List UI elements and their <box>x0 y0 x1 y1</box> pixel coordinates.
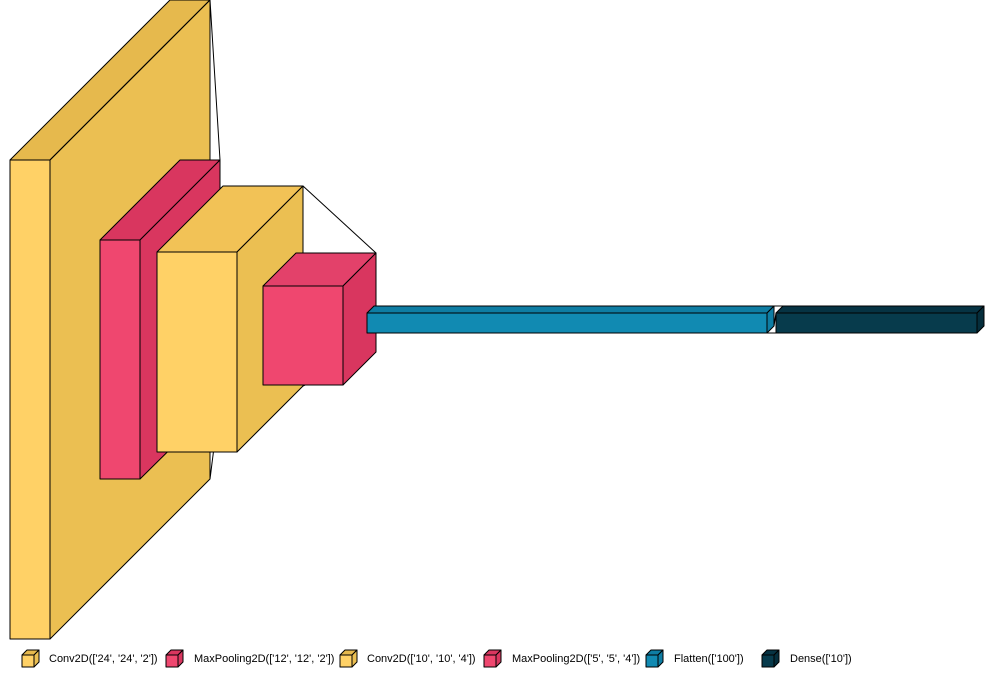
legend-item-maxpool-1: MaxPooling2D(['12', '12', '2']) <box>165 649 334 668</box>
layer-conv2d-2-front-face <box>156 251 238 453</box>
legend-swatch-maxpool-icon <box>165 649 184 668</box>
legend-swatch-flatten-icon <box>645 649 664 668</box>
legend-label: Dense(['10']) <box>790 653 852 665</box>
legend: Conv2D(['24', '24', '2']) MaxPooling2D([… <box>21 649 852 668</box>
layer-flatten <box>366 305 775 334</box>
legend-item-conv2d-2: Conv2D(['10', '10', '4']) <box>339 649 476 668</box>
layer-dense-top-face <box>775 305 985 314</box>
legend-label: Flatten(['100']) <box>674 653 744 665</box>
layer-dense-front-face <box>775 312 978 334</box>
layer-flatten-top-face <box>366 305 775 314</box>
legend-item-flatten: Flatten(['100']) <box>645 649 744 668</box>
legend-item-conv2d-1: Conv2D(['24', '24', '2']) <box>21 649 158 668</box>
legend-item-maxpool-2: MaxPooling2D(['5', '5', '4']) <box>483 649 640 668</box>
layer-maxpool-1-front-face <box>99 239 141 480</box>
layer-dense <box>775 305 985 334</box>
legend-label: Conv2D(['10', '10', '4']) <box>367 653 476 665</box>
legend-label: MaxPooling2D(['5', '5', '4']) <box>512 653 640 665</box>
layer-maxpool-2 <box>262 252 377 386</box>
legend-swatch-conv2d-icon <box>339 649 358 668</box>
layer-conv2d-1-front-face <box>9 159 51 640</box>
layer-maxpool-2-front-face <box>262 285 344 386</box>
legend-swatch-dense-icon <box>761 649 780 668</box>
legend-label: MaxPooling2D(['12', '12', '2']) <box>194 653 334 665</box>
layer-flatten-front-face <box>366 312 768 334</box>
legend-item-dense: Dense(['10']) <box>761 649 852 668</box>
legend-swatch-conv2d-icon <box>21 649 40 668</box>
legend-label: Conv2D(['24', '24', '2']) <box>49 653 158 665</box>
legend-swatch-maxpool-icon <box>483 649 502 668</box>
